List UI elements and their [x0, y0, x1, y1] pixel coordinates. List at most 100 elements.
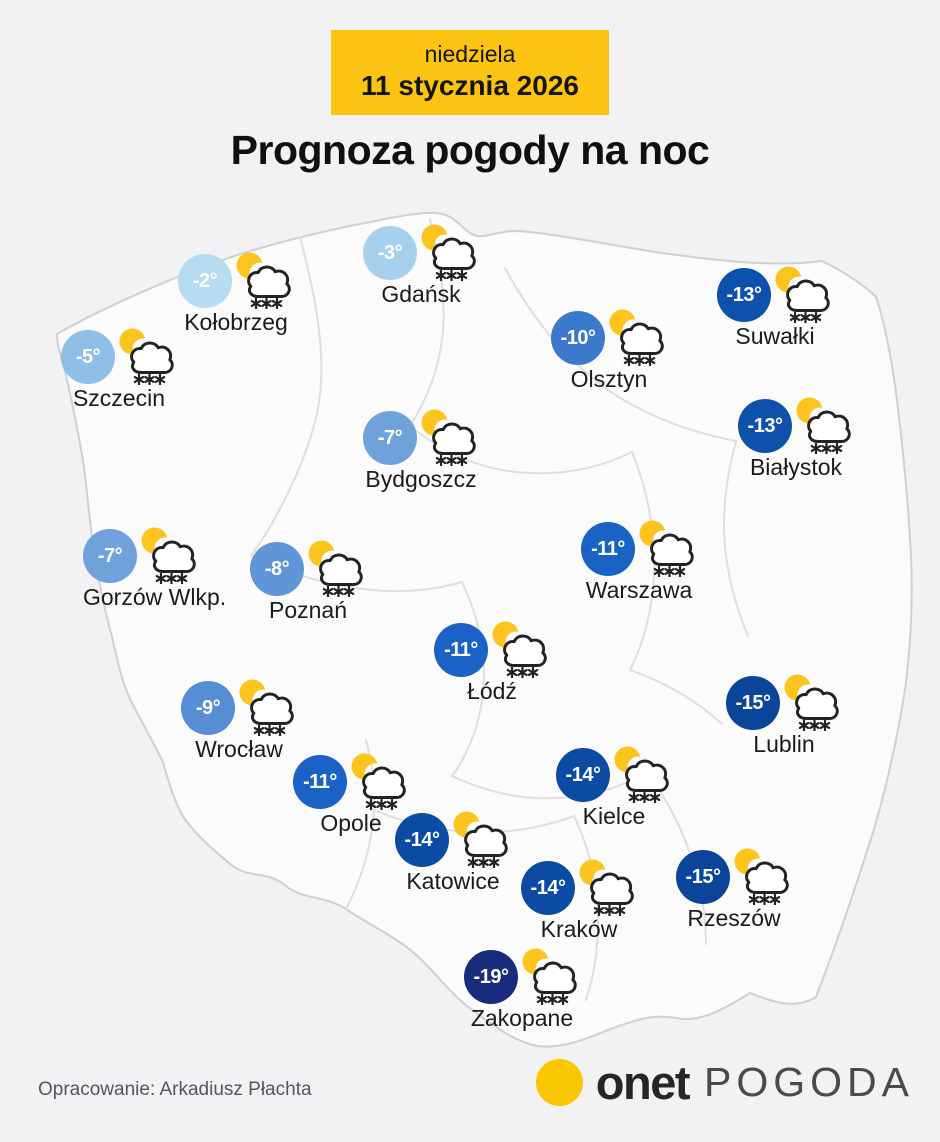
temperature-value: -8°: [264, 557, 290, 580]
temperature-value: -11°: [444, 638, 478, 661]
city-marker: -14° Kielce: [556, 745, 672, 830]
city-name-label: Łódź: [467, 678, 517, 704]
city-marker: -15° Rzeszów: [676, 847, 792, 932]
marker-row: -13°: [738, 396, 854, 454]
marker-row: -8°: [250, 539, 366, 597]
moon-cloud-snow-icon: [782, 673, 842, 731]
temperature-badge: -7°: [363, 411, 417, 465]
moon-cloud-snow-icon: [637, 519, 697, 577]
moon-cloud-snow-icon: [520, 947, 580, 1005]
temperature-badge: -3°: [363, 226, 417, 280]
city-marker: -11° Opole: [293, 752, 409, 837]
city-name-label: Kraków: [540, 916, 618, 942]
date-badge: niedziela 11 stycznia 2026: [331, 30, 609, 116]
city-marker: -19° Zakopane: [464, 947, 580, 1032]
temperature-badge: -14°: [521, 861, 575, 915]
onet-pogoda-logo: onet POGODA: [535, 1055, 914, 1109]
moon-cloud-snow-icon: [451, 810, 511, 868]
temperature-value: -3°: [377, 241, 403, 264]
city-name-label: Kielce: [582, 803, 646, 829]
marker-row: -15°: [726, 673, 842, 731]
pogoda-wordmark: POGODA: [704, 1058, 914, 1105]
city-name-label: Białystok: [749, 454, 843, 480]
city-marker: -14° Kraków: [521, 858, 637, 943]
moon-cloud-snow-icon: [794, 396, 854, 454]
credit-text: Opracowanie: Arkadiusz Płachta: [38, 1079, 312, 1100]
temperature-value: -15°: [735, 691, 771, 714]
temperature-badge: -10°: [551, 311, 605, 365]
onet-wordmark: onet: [595, 1055, 691, 1109]
city-name-label: Rzeszów: [687, 905, 781, 931]
temperature-value: -10°: [560, 326, 596, 349]
moon-cloud-snow-icon: [577, 858, 637, 916]
temperature-value: -7°: [377, 426, 403, 449]
moon-cloud-snow-icon: [234, 251, 294, 309]
temperature-badge: -15°: [726, 676, 780, 730]
weekday-label: niedziela: [424, 41, 516, 67]
marker-row: -11°: [434, 620, 550, 678]
temperature-badge: -13°: [717, 268, 771, 322]
city-name-label: Poznań: [268, 597, 347, 623]
city-marker: -10° Olsztyn: [551, 308, 667, 393]
marker-row: -3°: [363, 223, 479, 281]
temperature-badge: -5°: [61, 330, 115, 384]
city-marker: -11° Łódź: [434, 620, 550, 705]
temperature-badge: -11°: [293, 755, 347, 809]
temperature-badge: -7°: [83, 529, 137, 583]
city-name-label: Lublin: [753, 731, 815, 757]
temperature-badge: -14°: [556, 748, 610, 802]
city-name-label: Gorzów Wlkp.: [83, 584, 227, 610]
temperature-value: -5°: [75, 345, 101, 368]
city-name-label: Warszawa: [585, 577, 693, 603]
city-marker: -8° Poznań: [250, 539, 366, 624]
marker-row: -14°: [395, 810, 511, 868]
temperature-value: -19°: [473, 965, 509, 988]
temperature-badge: -9°: [181, 681, 235, 735]
city-marker: -9° Wrocław: [181, 678, 297, 763]
city-marker: -15° Lublin: [726, 673, 842, 758]
page-title: Prognoza pogody na noc: [230, 127, 710, 173]
temperature-value: -13°: [747, 414, 783, 437]
city-marker: -14° Katowice: [395, 810, 511, 895]
city-name-label: Opole: [320, 810, 382, 836]
date-label: 11 stycznia 2026: [361, 69, 579, 101]
temperature-value: -11°: [303, 770, 337, 793]
marker-row: -13°: [717, 265, 833, 323]
marker-row: -10°: [551, 308, 667, 366]
city-marker: -13° Suwałki: [717, 265, 833, 350]
moon-cloud-snow-icon: [349, 752, 409, 810]
temperature-value: -2°: [192, 269, 218, 292]
city-marker: -11° Warszawa: [581, 519, 697, 604]
marker-row: -11°: [581, 519, 697, 577]
moon-cloud-snow-icon: [117, 327, 177, 385]
marker-row: -11°: [293, 752, 409, 810]
moon-cloud-snow-icon: [139, 526, 199, 584]
marker-row: -7°: [363, 408, 479, 466]
temperature-badge: -15°: [676, 850, 730, 904]
temperature-value: -14°: [404, 828, 440, 851]
city-name-label: Szczecin: [72, 385, 166, 411]
temperature-value: -9°: [195, 696, 221, 719]
temperature-badge: -14°: [395, 813, 449, 867]
marker-row: -19°: [464, 947, 580, 1005]
temperature-badge: -19°: [464, 950, 518, 1004]
onet-logo-dot-icon: [535, 1058, 583, 1106]
moon-cloud-snow-icon: [732, 847, 792, 905]
city-name-label: Katowice: [406, 868, 500, 894]
city-marker: -7° Gorzów Wlkp.: [83, 526, 227, 611]
marker-row: -14°: [521, 858, 637, 916]
city-marker: -13° Białystok: [738, 396, 854, 481]
moon-cloud-snow-icon: [490, 620, 550, 678]
temperature-value: -15°: [685, 865, 721, 888]
moon-cloud-snow-icon: [773, 265, 833, 323]
city-name-label: Suwałki: [735, 323, 815, 349]
city-name-label: Bydgoszcz: [365, 466, 477, 492]
temperature-value: -14°: [530, 876, 566, 899]
temperature-badge: -8°: [250, 542, 304, 596]
city-name-label: Wrocław: [195, 736, 283, 762]
city-marker: -5° Szczecin: [61, 327, 177, 412]
city-name-label: Gdańsk: [381, 281, 461, 307]
temperature-value: -13°: [726, 283, 762, 306]
city-name-label: Kołobrzeg: [184, 309, 288, 335]
